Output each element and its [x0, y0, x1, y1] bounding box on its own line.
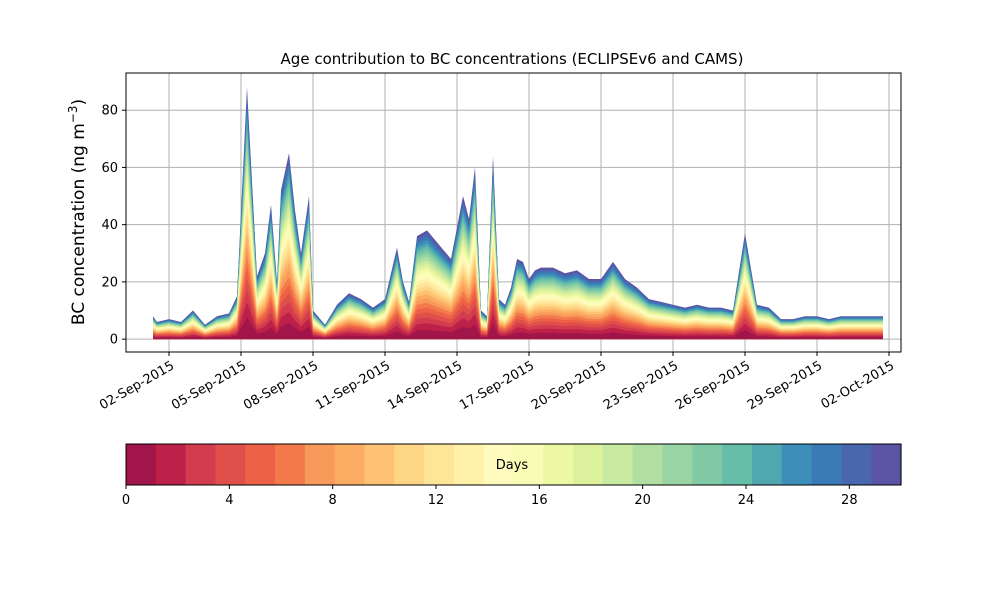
colorbar-swatch: [692, 444, 723, 485]
colorbar-tick-label: 8: [329, 493, 337, 508]
x-tick-label: 08-Sep-2015: [241, 358, 321, 413]
colorbar-swatch: [155, 444, 187, 485]
colorbar: 0 4 8 12 16 20 24 28: [122, 443, 902, 508]
colorbar-swatch: [632, 444, 664, 485]
x-axis: 02-Sep-201505-Sep-201508-Sep-201511-Sep-…: [97, 352, 897, 413]
colorbar-swatch: [245, 444, 276, 485]
x-tick-label: 02-Sep-2015: [97, 358, 177, 413]
y-axis: 0 20 40 60 80: [101, 104, 126, 348]
y-axis-label-end: ): [69, 99, 89, 106]
x-tick-label: 11-Sep-2015: [313, 358, 393, 413]
colorbar-swatch: [394, 444, 425, 485]
y-tick-label: 80: [101, 104, 118, 119]
x-tick-label: 02-Oct-2015: [819, 358, 897, 412]
x-tick-label: 14-Sep-2015: [385, 358, 465, 413]
colorbar-swatch: [573, 444, 604, 485]
colorbar-tick-label: 28: [841, 493, 858, 508]
chart-title: Age contribution to BC concentrations (E…: [281, 50, 744, 68]
colorbar-swatch: [662, 444, 693, 485]
x-tick-label: 23-Sep-2015: [601, 358, 681, 413]
y-tick-label: 40: [101, 218, 118, 233]
colorbar-swatch: [185, 444, 217, 485]
colorbar-tick-label: 16: [531, 493, 548, 508]
y-axis-label-main: BC concentration (ng m: [69, 123, 89, 325]
colorbar-label: Days: [496, 458, 529, 473]
colorbar-swatch: [334, 444, 366, 485]
colorbar-swatch: [453, 444, 485, 485]
colorbar-swatch: [811, 444, 842, 485]
x-tick-label: 05-Sep-2015: [169, 358, 249, 413]
y-tick-label: 60: [101, 161, 118, 176]
y-axis-label: BC concentration (ng m−3): [66, 99, 89, 325]
colorbar-swatch: [275, 444, 306, 485]
colorbar-swatch: [781, 444, 813, 485]
stacked-areas: [153, 87, 883, 340]
colorbar-tick-label: 0: [122, 493, 130, 508]
colorbar-swatch: [871, 444, 902, 485]
colorbar-swatch: [722, 444, 753, 485]
colorbar-swatch: [483, 444, 515, 485]
colorbar-tick-label: 20: [634, 493, 651, 508]
colorbar-swatch: [602, 444, 634, 485]
colorbar-frame: [125, 443, 902, 486]
age-layer-area: [153, 302, 883, 340]
x-tick-label: 17-Sep-2015: [457, 358, 537, 413]
y-tick-label: 20: [101, 275, 118, 290]
colorbar-swatch: [841, 444, 872, 485]
x-tick-label: 26-Sep-2015: [673, 358, 753, 413]
colorbar-swatch: [543, 444, 574, 485]
colorbar-swatch: [424, 444, 455, 485]
colorbar-tick-label: 12: [428, 493, 445, 508]
age-layer-area: [153, 317, 883, 340]
colorbar-swatch: [751, 444, 783, 485]
colorbar-tick-label: 4: [225, 493, 233, 508]
colorbar-swatch: [513, 444, 544, 485]
colorbar-swatch: [364, 444, 395, 485]
colorbar-tick-label: 24: [738, 493, 755, 508]
colorbar-swatch: [304, 444, 336, 485]
x-tick-label: 20-Sep-2015: [529, 358, 609, 413]
y-tick-label: 0: [110, 333, 118, 348]
x-tick-label: 29-Sep-2015: [745, 358, 825, 413]
plot-frame: [125, 72, 902, 353]
colorbar-swatch: [215, 444, 246, 485]
colorbar-swatch: [126, 444, 157, 485]
y-axis-label-sup: −3: [66, 105, 80, 123]
